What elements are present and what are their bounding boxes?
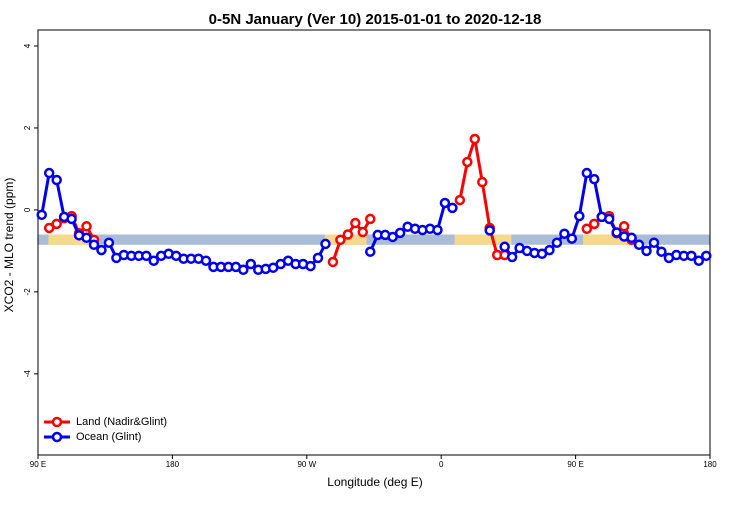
data-point [618, 221, 630, 232]
data-point [693, 255, 705, 266]
legend-marker [51, 416, 63, 428]
x-tick-label: 90 E [30, 460, 46, 469]
data-point [88, 239, 100, 251]
legend-label: Ocean (Glint) [76, 431, 141, 443]
data-point [96, 244, 107, 256]
y-tick-label: 0 [23, 207, 32, 212]
x-tick-label: 180 [703, 460, 717, 469]
data-point [574, 210, 585, 222]
data-point [43, 167, 55, 179]
data-point [357, 226, 369, 238]
x-axis-label: Longitude (deg E) [327, 475, 422, 489]
data-point [484, 225, 495, 236]
land-band [454, 234, 512, 245]
data-point [589, 173, 600, 185]
data-point [544, 244, 555, 256]
land-band [48, 234, 95, 245]
data-point [387, 231, 398, 243]
legend-label: Land (Nadir&Glint) [76, 416, 167, 428]
data-point [312, 252, 324, 264]
data-point [320, 238, 331, 250]
data-point [200, 255, 212, 266]
data-point [477, 176, 488, 188]
data-point [365, 213, 376, 225]
data-point [611, 227, 622, 238]
data-point [350, 217, 361, 229]
y-tick-label: 2 [23, 125, 32, 130]
data-point [43, 222, 55, 234]
y-tick-label: 4 [23, 43, 32, 48]
data-point [327, 256, 339, 268]
y-axis-label: XCO2 - MLO trend (ppm) [2, 178, 16, 313]
chart-title: 0-5N January (Ver 10) 2015-01-01 to 2020… [209, 11, 542, 28]
data-point [439, 197, 451, 209]
data-point [633, 239, 645, 251]
data-point [342, 229, 354, 240]
data-point [447, 202, 458, 214]
data-point [141, 250, 152, 262]
data-point [394, 227, 406, 239]
data-point [589, 218, 600, 230]
x-tick-label: 0 [439, 460, 444, 469]
plot-frame [37, 29, 711, 456]
legend-marker [51, 431, 63, 443]
data-point [305, 260, 316, 272]
data-point [462, 156, 473, 168]
data-point [581, 167, 593, 179]
data-point [51, 218, 62, 230]
y-tick-label: -2 [23, 288, 32, 296]
y-tick-label: -4 [23, 370, 32, 378]
data-point [499, 241, 510, 253]
data-point [51, 174, 62, 186]
land-band [583, 234, 636, 245]
x-tick-label: 90 E [567, 460, 583, 469]
data-point [365, 246, 376, 257]
data-point [469, 133, 481, 145]
data-point [245, 258, 257, 270]
data-point [81, 232, 92, 244]
data-point [335, 234, 346, 246]
data-point [454, 194, 466, 206]
data-point [626, 232, 637, 244]
data-point [559, 228, 570, 239]
data-point [686, 250, 697, 262]
data-point [656, 246, 667, 257]
data-point [148, 255, 159, 266]
data-point [66, 213, 77, 225]
data-point [701, 250, 712, 262]
data-point [551, 237, 563, 248]
data-point [36, 209, 47, 221]
data-point [103, 237, 115, 248]
data-point [603, 213, 615, 225]
data-point [432, 224, 443, 236]
data-point [81, 221, 92, 232]
data-point [506, 251, 518, 263]
x-tick-label: 90 W [297, 460, 316, 469]
data-point [581, 223, 593, 235]
x-tick-label: 180 [166, 460, 180, 469]
data-point [648, 237, 660, 248]
data-point [238, 264, 249, 276]
data-point [566, 233, 578, 244]
data-point [641, 245, 652, 257]
